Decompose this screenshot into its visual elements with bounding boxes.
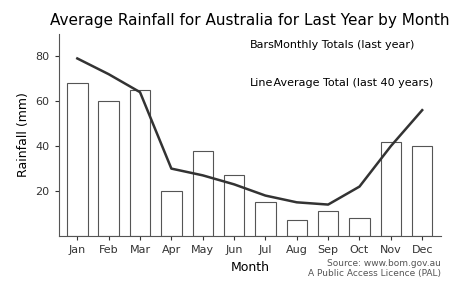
- Bar: [349, 218, 369, 236]
- Text: Average Total (last 40 years): Average Total (last 40 years): [263, 78, 433, 88]
- Text: Bars: Bars: [250, 40, 274, 50]
- X-axis label: Month: Month: [230, 260, 269, 274]
- Bar: [412, 146, 432, 236]
- Bar: [224, 175, 244, 236]
- Bar: [381, 142, 401, 236]
- Bar: [130, 90, 150, 236]
- Bar: [318, 211, 338, 236]
- Bar: [287, 220, 307, 236]
- Text: Monthly Totals (last year): Monthly Totals (last year): [263, 40, 414, 50]
- Bar: [193, 151, 213, 236]
- Title: Average Rainfall for Australia for Last Year by Month: Average Rainfall for Australia for Last …: [50, 13, 450, 28]
- Text: Line: Line: [250, 78, 273, 88]
- Y-axis label: Rainfall (mm): Rainfall (mm): [17, 92, 30, 177]
- Bar: [99, 101, 119, 236]
- Bar: [255, 202, 275, 236]
- Text: Source: www.bom.gov.au
A Public Access Licence (PAL): Source: www.bom.gov.au A Public Access L…: [308, 259, 441, 278]
- Bar: [161, 191, 181, 236]
- Bar: [67, 83, 87, 236]
